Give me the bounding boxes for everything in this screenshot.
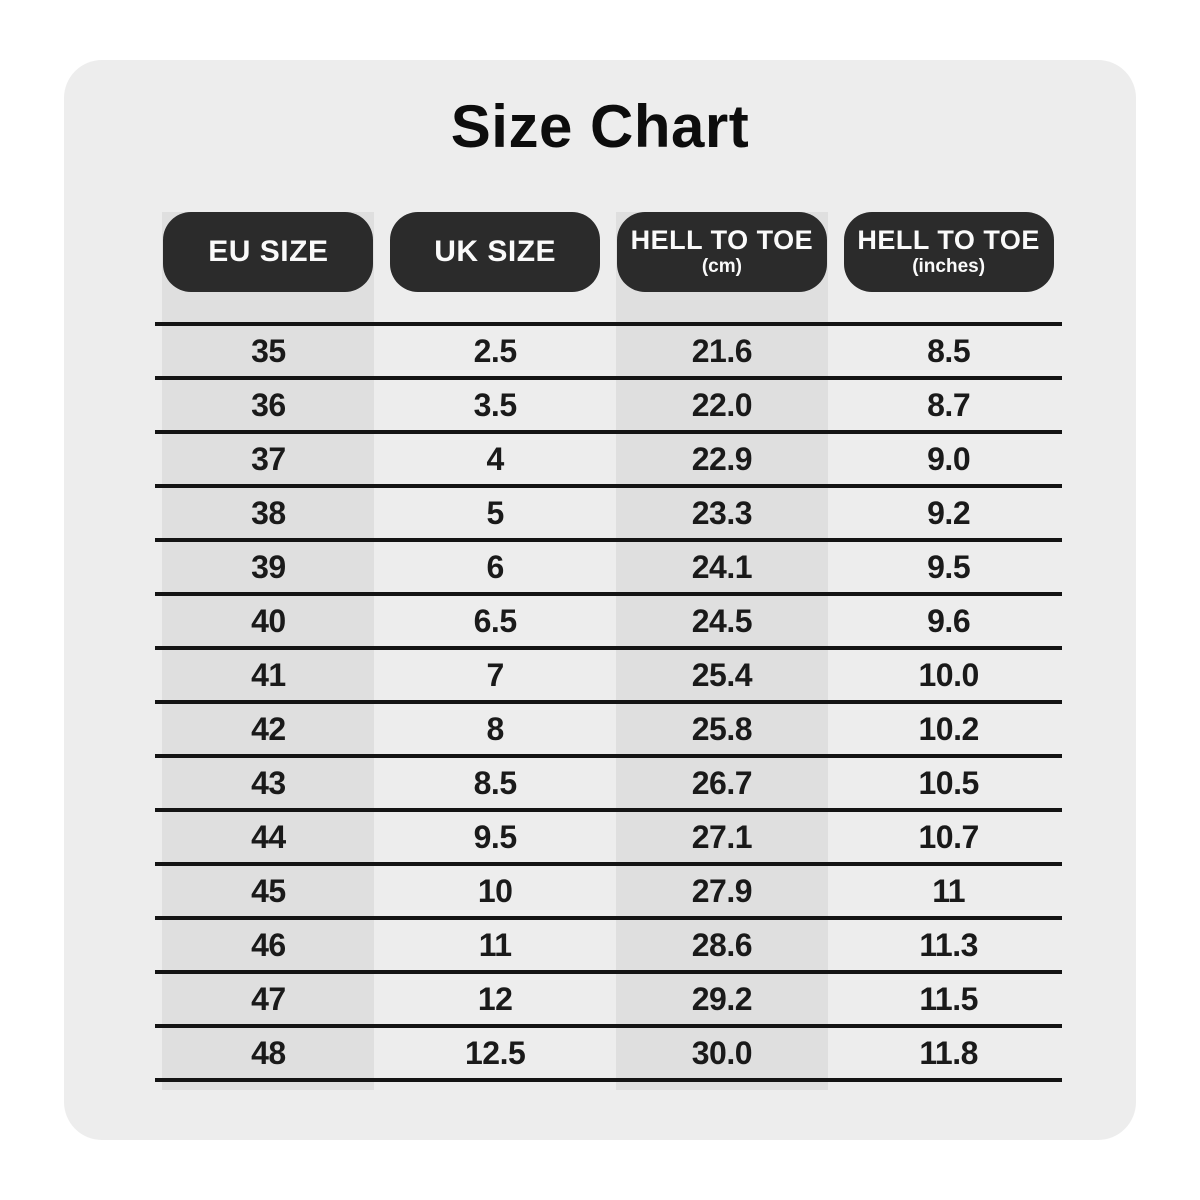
table-row: 37 4 22.9 9.0 bbox=[155, 430, 1062, 484]
table-cell: 27.1 bbox=[691, 818, 753, 855]
table-cell: 11.3 bbox=[919, 926, 978, 963]
table-cell: 10.0 bbox=[918, 656, 979, 693]
column-header-sublabel: (cm) bbox=[701, 255, 742, 277]
table-cell: 25.4 bbox=[691, 656, 753, 693]
table-cell: 12 bbox=[477, 980, 513, 1017]
table-cell: 39 bbox=[251, 548, 286, 585]
table-cell: 9.5 bbox=[473, 818, 517, 855]
table-cell: 11 bbox=[478, 926, 512, 963]
column-header-heel-to-toe-cm: HELL TO TOE (cm) bbox=[616, 212, 827, 292]
table-cell: 9.2 bbox=[927, 494, 971, 531]
table-cell: 29.2 bbox=[691, 980, 753, 1017]
table-cell: 7 bbox=[486, 656, 504, 693]
table-cell: 44 bbox=[251, 818, 286, 855]
table-cell: 8.5 bbox=[927, 332, 971, 369]
table-cell: 36 bbox=[251, 386, 286, 423]
column-header-label: UK SIZE bbox=[434, 235, 557, 269]
table-cell: 42 bbox=[251, 710, 286, 747]
column-header-uk-size: UK SIZE bbox=[390, 212, 601, 292]
table-row: 47 12 29.2 11.5 bbox=[155, 970, 1062, 1024]
column-header-label: EU SIZE bbox=[208, 235, 329, 269]
table-row: 39 6 24.1 9.5 bbox=[155, 538, 1062, 592]
table-cell: 11.5 bbox=[919, 980, 978, 1017]
column-highlight-heel-to-toe-cm bbox=[616, 212, 828, 1090]
table-cell: 12.5 bbox=[464, 1034, 526, 1071]
column-highlight-eu-size bbox=[162, 212, 374, 1090]
table-row: 41 7 25.4 10.0 bbox=[155, 646, 1062, 700]
table-cell: 4 bbox=[486, 440, 504, 477]
table-cell: 26.7 bbox=[691, 764, 753, 801]
table-cell: 37 bbox=[251, 440, 286, 477]
table-cell: 2.5 bbox=[473, 332, 517, 369]
column-header-label: HELL TO TOE bbox=[857, 225, 1040, 256]
table-cell: 8.7 bbox=[927, 386, 971, 423]
table-cell: 8 bbox=[486, 710, 504, 747]
column-header-eu-size: EU SIZE bbox=[163, 212, 374, 292]
table-cell: 47 bbox=[251, 980, 286, 1017]
table-cell: 10 bbox=[477, 872, 513, 909]
table-row: 35 2.5 21.6 8.5 bbox=[155, 322, 1062, 376]
table-cell: 46 bbox=[251, 926, 286, 963]
table-cell: 40 bbox=[251, 602, 286, 639]
table-cell: 3.5 bbox=[473, 386, 517, 423]
table-row: 44 9.5 27.1 10.7 bbox=[155, 808, 1062, 862]
table-row: 48 12.5 30.0 11.8 bbox=[155, 1024, 1062, 1078]
page-title: Size Chart bbox=[450, 93, 750, 160]
table-body: 35 2.5 21.6 8.5 36 3.5 22.0 8.7 37 4 22.9 9.0 38 5 23.… bbox=[155, 322, 1062, 1082]
table-cell: 23.3 bbox=[691, 494, 753, 531]
table-cell: 9.5 bbox=[927, 548, 971, 585]
table-cell: 11 bbox=[932, 872, 966, 909]
table-cell: 24.5 bbox=[691, 602, 753, 639]
table-row: 40 6.5 24.5 9.6 bbox=[155, 592, 1062, 646]
table-cell: 30.0 bbox=[691, 1034, 753, 1071]
table-cell: 45 bbox=[251, 872, 286, 909]
table-cell: 11.8 bbox=[919, 1034, 978, 1071]
table-cell: 35 bbox=[251, 332, 286, 369]
size-table: EU SIZE UK SIZE HELL TO TOE (cm) HELL TO… bbox=[155, 212, 1062, 1150]
table-cell: 25.8 bbox=[691, 710, 753, 747]
table-cell: 6.5 bbox=[473, 602, 517, 639]
table-cell: 9.0 bbox=[927, 440, 971, 477]
table-cell: 10.5 bbox=[918, 764, 979, 801]
table-cell: 9.6 bbox=[927, 602, 971, 639]
column-header-label: HELL TO TOE bbox=[630, 225, 814, 256]
table-cell: 48 bbox=[251, 1034, 286, 1071]
table-row: 42 8 25.8 10.2 bbox=[155, 700, 1062, 754]
table-cell: 8.5 bbox=[473, 764, 517, 801]
table-cell: 10.2 bbox=[918, 710, 979, 747]
column-header-heel-to-toe-inches: HELL TO TOE (inches) bbox=[843, 212, 1054, 292]
table-cell: 21.6 bbox=[691, 332, 753, 369]
table-cell: 41 bbox=[251, 656, 286, 693]
table-header-row: EU SIZE UK SIZE HELL TO TOE (cm) HELL TO… bbox=[155, 212, 1062, 292]
table-cell: 22.0 bbox=[691, 386, 753, 423]
table-cell: 43 bbox=[251, 764, 286, 801]
table-cell: 6 bbox=[486, 548, 504, 585]
table-row: 45 10 27.9 11 bbox=[155, 862, 1062, 916]
table-row: 36 3.5 22.0 8.7 bbox=[155, 376, 1062, 430]
table-row: 38 5 23.3 9.2 bbox=[155, 484, 1062, 538]
table-cell: 10.7 bbox=[918, 818, 979, 855]
size-chart-card: Size Chart EU SIZE UK SIZE HELL TO TOE (… bbox=[64, 60, 1136, 1140]
table-cell: 5 bbox=[486, 494, 504, 531]
table-cell: 22.9 bbox=[691, 440, 753, 477]
table-cell: 27.9 bbox=[691, 872, 753, 909]
table-row: 43 8.5 26.7 10.5 bbox=[155, 754, 1062, 808]
column-header-sublabel: (inches) bbox=[912, 255, 986, 277]
table-cell: 24.1 bbox=[691, 548, 753, 585]
table-cell: 28.6 bbox=[691, 926, 753, 963]
table-cell: 38 bbox=[251, 494, 286, 531]
table-row: 46 11 28.6 11.3 bbox=[155, 916, 1062, 970]
